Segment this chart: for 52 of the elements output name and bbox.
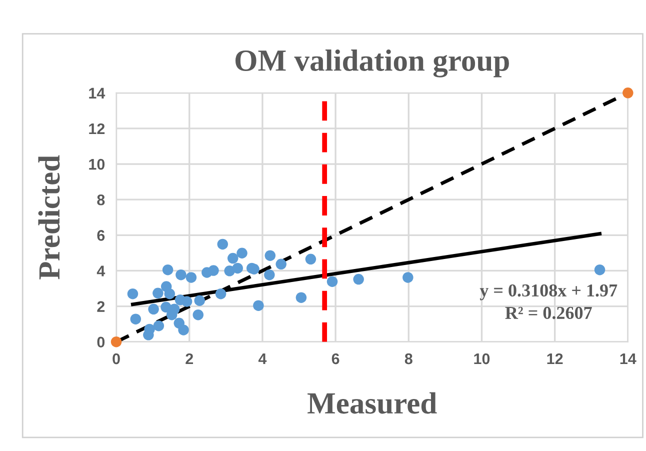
x-tick-label: 10 xyxy=(474,353,490,364)
point xyxy=(227,252,238,264)
point xyxy=(164,288,176,300)
y-tick-label: 2 xyxy=(97,301,105,312)
x-tick-label: 8 xyxy=(404,353,412,364)
point xyxy=(192,309,204,320)
point xyxy=(594,264,606,276)
point xyxy=(326,276,338,287)
point xyxy=(296,292,307,303)
point xyxy=(130,314,142,324)
point xyxy=(127,288,138,300)
y-tick-label: 12 xyxy=(89,123,105,134)
y-tick-label: 0 xyxy=(97,336,105,348)
point xyxy=(232,262,243,274)
x-tick-label: 4 xyxy=(258,354,267,364)
annotation: R² = 0.2607 xyxy=(505,306,592,320)
point xyxy=(148,304,159,315)
point xyxy=(353,274,364,285)
point xyxy=(253,300,264,311)
y-tick-label: 6 xyxy=(97,230,105,241)
y-axis-title: Predicted xyxy=(38,155,60,280)
x-tick-label: 6 xyxy=(332,353,340,364)
point xyxy=(217,238,228,250)
y-tick-label: 4 xyxy=(96,266,106,276)
annotation: y = 0.3108x + 1.97 xyxy=(480,284,618,300)
point xyxy=(402,272,414,283)
x-tick-label: 14 xyxy=(620,354,636,364)
point xyxy=(152,288,164,299)
point xyxy=(153,320,164,332)
point xyxy=(181,296,192,307)
point xyxy=(236,248,248,259)
point xyxy=(276,258,286,270)
point xyxy=(215,288,226,300)
y-tick-label: 8 xyxy=(97,194,105,206)
point xyxy=(162,264,174,276)
x-tick-label: 0 xyxy=(112,353,120,364)
x-tick-label: 12 xyxy=(547,353,563,364)
point xyxy=(264,250,276,261)
point xyxy=(178,324,189,336)
point xyxy=(194,295,205,306)
y-tick-label: 10 xyxy=(89,158,105,170)
point xyxy=(264,269,275,280)
x-axis-title: Measured xyxy=(308,392,437,414)
point xyxy=(622,88,634,98)
point xyxy=(110,336,122,348)
point xyxy=(186,272,197,283)
chart-title: OM validation group xyxy=(235,49,509,78)
point xyxy=(176,269,186,280)
point xyxy=(305,254,316,265)
x-tick-label: 2 xyxy=(186,353,194,364)
y-tick-label: 14 xyxy=(89,88,106,98)
point xyxy=(208,265,219,276)
